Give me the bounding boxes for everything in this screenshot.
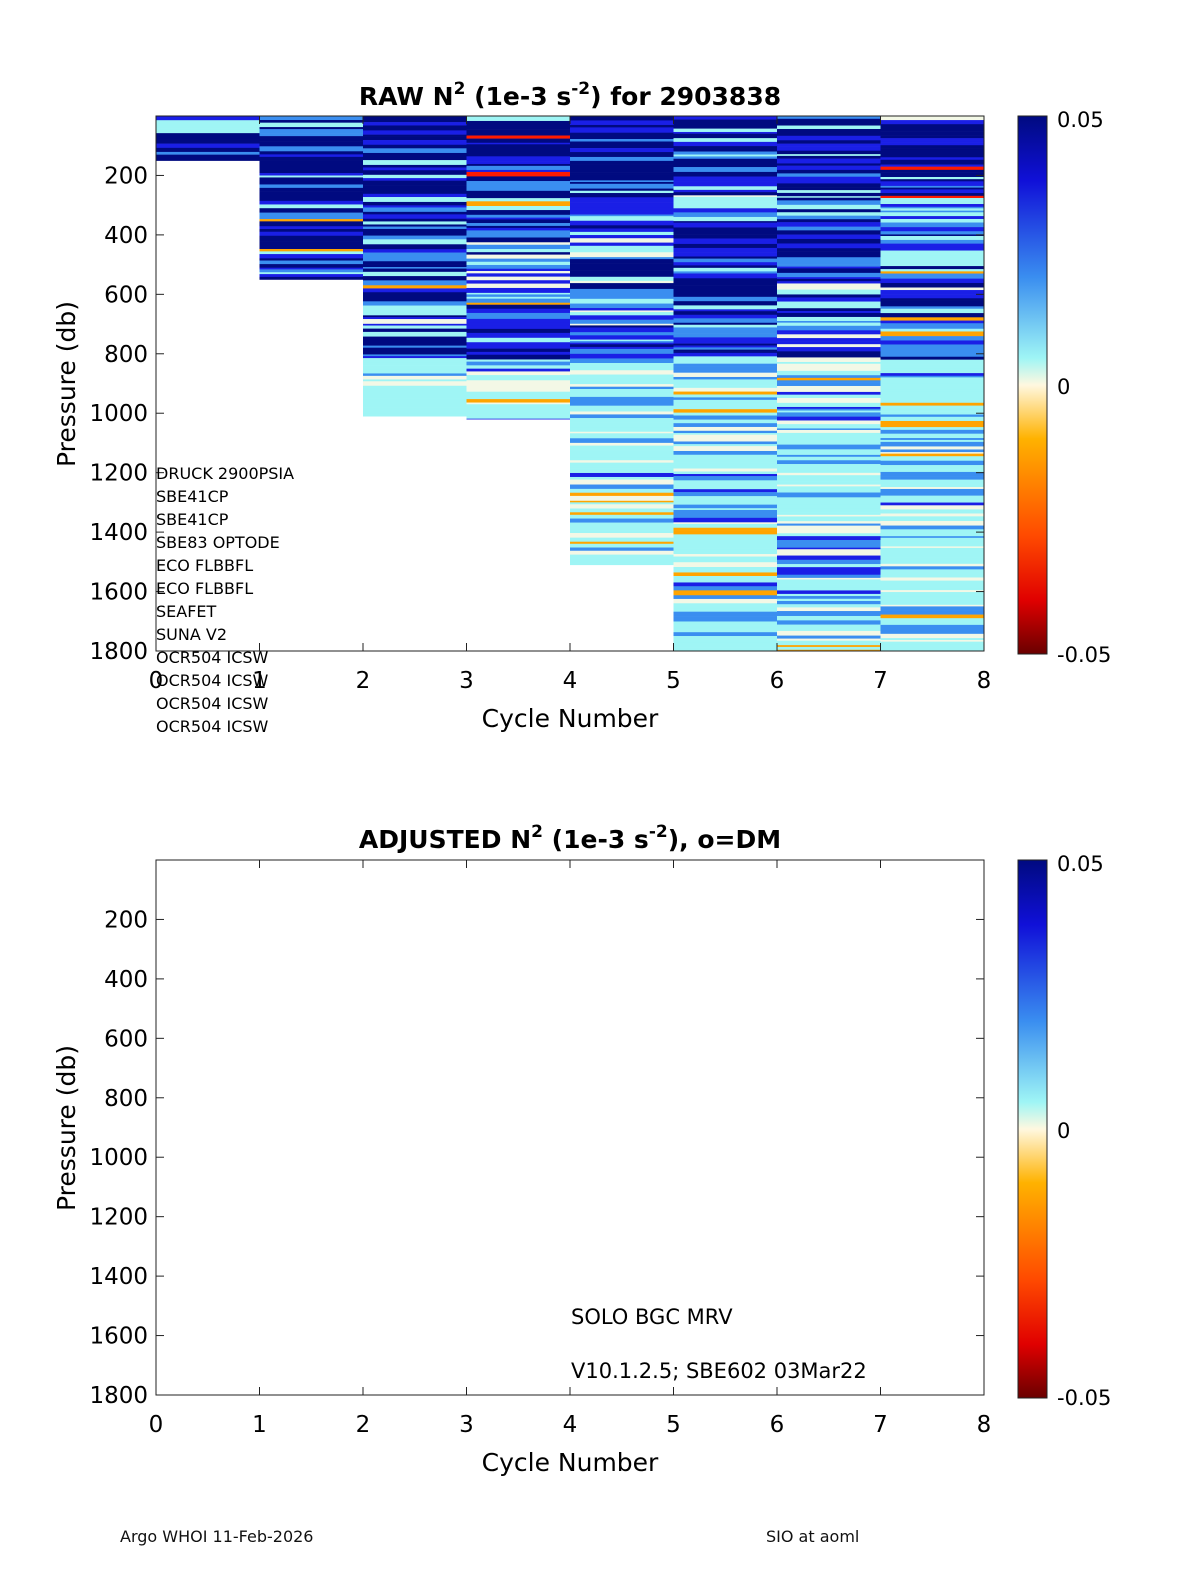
chart2-colorbar bbox=[1017, 859, 1048, 1399]
y-tick-label: 400 bbox=[104, 967, 148, 993]
chart2-title: ADJUSTED N2 (1e-3 s-2), o=DM bbox=[359, 822, 781, 854]
sensor-item: SBE83 OPTODE bbox=[156, 533, 280, 552]
profile-column-6 bbox=[777, 116, 881, 651]
y-tick-label: 800 bbox=[104, 1086, 148, 1112]
chart2-cbar-min: -0.05 bbox=[1057, 1386, 1111, 1410]
sensor-item: SUNA V2 bbox=[156, 625, 227, 644]
y-tick-label: 600 bbox=[104, 282, 148, 308]
x-tick-label: 6 bbox=[770, 1412, 785, 1438]
chart2-axes-box bbox=[155, 859, 985, 1396]
chart1-title: RAW N2 (1e-3 s-2) for 2903838 bbox=[359, 79, 781, 111]
chart1-cbar-min: -0.05 bbox=[1057, 643, 1111, 667]
x-tick-label: 0 bbox=[149, 668, 164, 694]
y-tick-label: 1800 bbox=[89, 1383, 148, 1409]
profile-column-0 bbox=[156, 116, 260, 161]
sensor-item: OCR504 ICSW bbox=[156, 648, 269, 667]
x-tick-label: 2 bbox=[356, 668, 371, 694]
chart1-ylabel: Pressure (db) bbox=[52, 301, 81, 467]
chart1-colorbar bbox=[1017, 115, 1048, 655]
y-tick-label: 1200 bbox=[89, 461, 148, 487]
chart2-annotation-version: V10.1.2.5; SBE602 03Mar22 bbox=[571, 1359, 867, 1383]
x-tick-label: 5 bbox=[666, 668, 681, 694]
profile-column-3 bbox=[466, 116, 570, 420]
chart1-xlabel: Cycle Number bbox=[482, 704, 659, 733]
x-tick-label: 0 bbox=[149, 1412, 164, 1438]
x-tick-label: 3 bbox=[459, 1412, 474, 1438]
x-tick-label: 4 bbox=[563, 1412, 578, 1438]
chart1-heatmap bbox=[156, 116, 984, 651]
y-tick-label: 1800 bbox=[89, 639, 148, 665]
y-tick-label: 800 bbox=[104, 342, 148, 368]
x-tick-label: 1 bbox=[252, 668, 267, 694]
sensor-item: ECO FLBBFL bbox=[156, 556, 253, 575]
sensor-item: OCR504 ICSW bbox=[156, 694, 269, 713]
sensor-item: SBE41CP bbox=[156, 487, 229, 506]
chart2-cbar-zero: 0 bbox=[1057, 1119, 1070, 1143]
x-tick-label: 5 bbox=[666, 1412, 681, 1438]
y-tick-label: 200 bbox=[104, 907, 148, 933]
sensor-item: OCR504 ICSW bbox=[156, 671, 269, 690]
y-tick-label: 600 bbox=[104, 1026, 148, 1052]
chart2-xlabel: Cycle Number bbox=[482, 1448, 659, 1477]
y-tick-label: 1600 bbox=[89, 580, 148, 606]
sensor-item: SEAFET bbox=[156, 602, 217, 621]
chart2-ticks: 0 1 2 3 4 5 6 7 8 200 400 600 800 1000 1200 1400 1600 180… bbox=[89, 860, 991, 1438]
profile-column-2 bbox=[363, 116, 467, 417]
sensor-item: OCR504 ICSW bbox=[156, 717, 269, 736]
chart1-ticks: 0 1 2 3 4 5 6 7 8 200 400 600 800 1000 1200 1400 1600 180… bbox=[89, 116, 991, 694]
x-tick-label: 7 bbox=[873, 668, 888, 694]
y-tick-label: 1200 bbox=[89, 1205, 148, 1231]
x-tick-label: 3 bbox=[459, 668, 474, 694]
footer-center: SIO at aoml bbox=[766, 1527, 860, 1546]
chart2-ylabel: Pressure (db) bbox=[52, 1045, 81, 1211]
sensor-item: DRUCK 2900PSIA bbox=[156, 464, 294, 483]
chart1-cbar-max: 0.05 bbox=[1057, 108, 1104, 132]
chart1-cbar-zero: 0 bbox=[1057, 375, 1070, 399]
x-tick-label: 6 bbox=[770, 668, 785, 694]
y-tick-label: 1600 bbox=[89, 1324, 148, 1350]
y-tick-label: 1400 bbox=[89, 520, 148, 546]
footer-left: Argo WHOI 11-Feb-2026 bbox=[120, 1527, 314, 1546]
profile-column-5 bbox=[673, 116, 777, 651]
x-tick-label: 2 bbox=[356, 1412, 371, 1438]
y-tick-label: 400 bbox=[104, 223, 148, 249]
profile-column-4 bbox=[570, 116, 674, 566]
x-tick-label: 7 bbox=[873, 1412, 888, 1438]
chart2-cbar-max: 0.05 bbox=[1057, 852, 1104, 876]
sensor-item: SBE41CP bbox=[156, 510, 229, 529]
y-tick-label: 1400 bbox=[89, 1264, 148, 1290]
x-tick-label: 8 bbox=[977, 1412, 992, 1438]
x-tick-label: 4 bbox=[563, 668, 578, 694]
profile-column-1 bbox=[259, 116, 363, 280]
chart2-annotation-model: SOLO BGC MRV bbox=[571, 1305, 733, 1329]
sensor-list: DRUCK 2900PSIA SBE41CP SBE41CP SBE83 OPTODE… bbox=[156, 464, 294, 736]
y-tick-label: 1000 bbox=[89, 1145, 148, 1171]
x-tick-label: 1 bbox=[252, 1412, 267, 1438]
x-tick-label: 8 bbox=[977, 668, 992, 694]
profile-column-7 bbox=[880, 116, 984, 651]
y-tick-label: 1000 bbox=[89, 401, 148, 427]
y-tick-label: 200 bbox=[104, 163, 148, 189]
sensor-item: ECO FLBBFL bbox=[156, 579, 253, 598]
